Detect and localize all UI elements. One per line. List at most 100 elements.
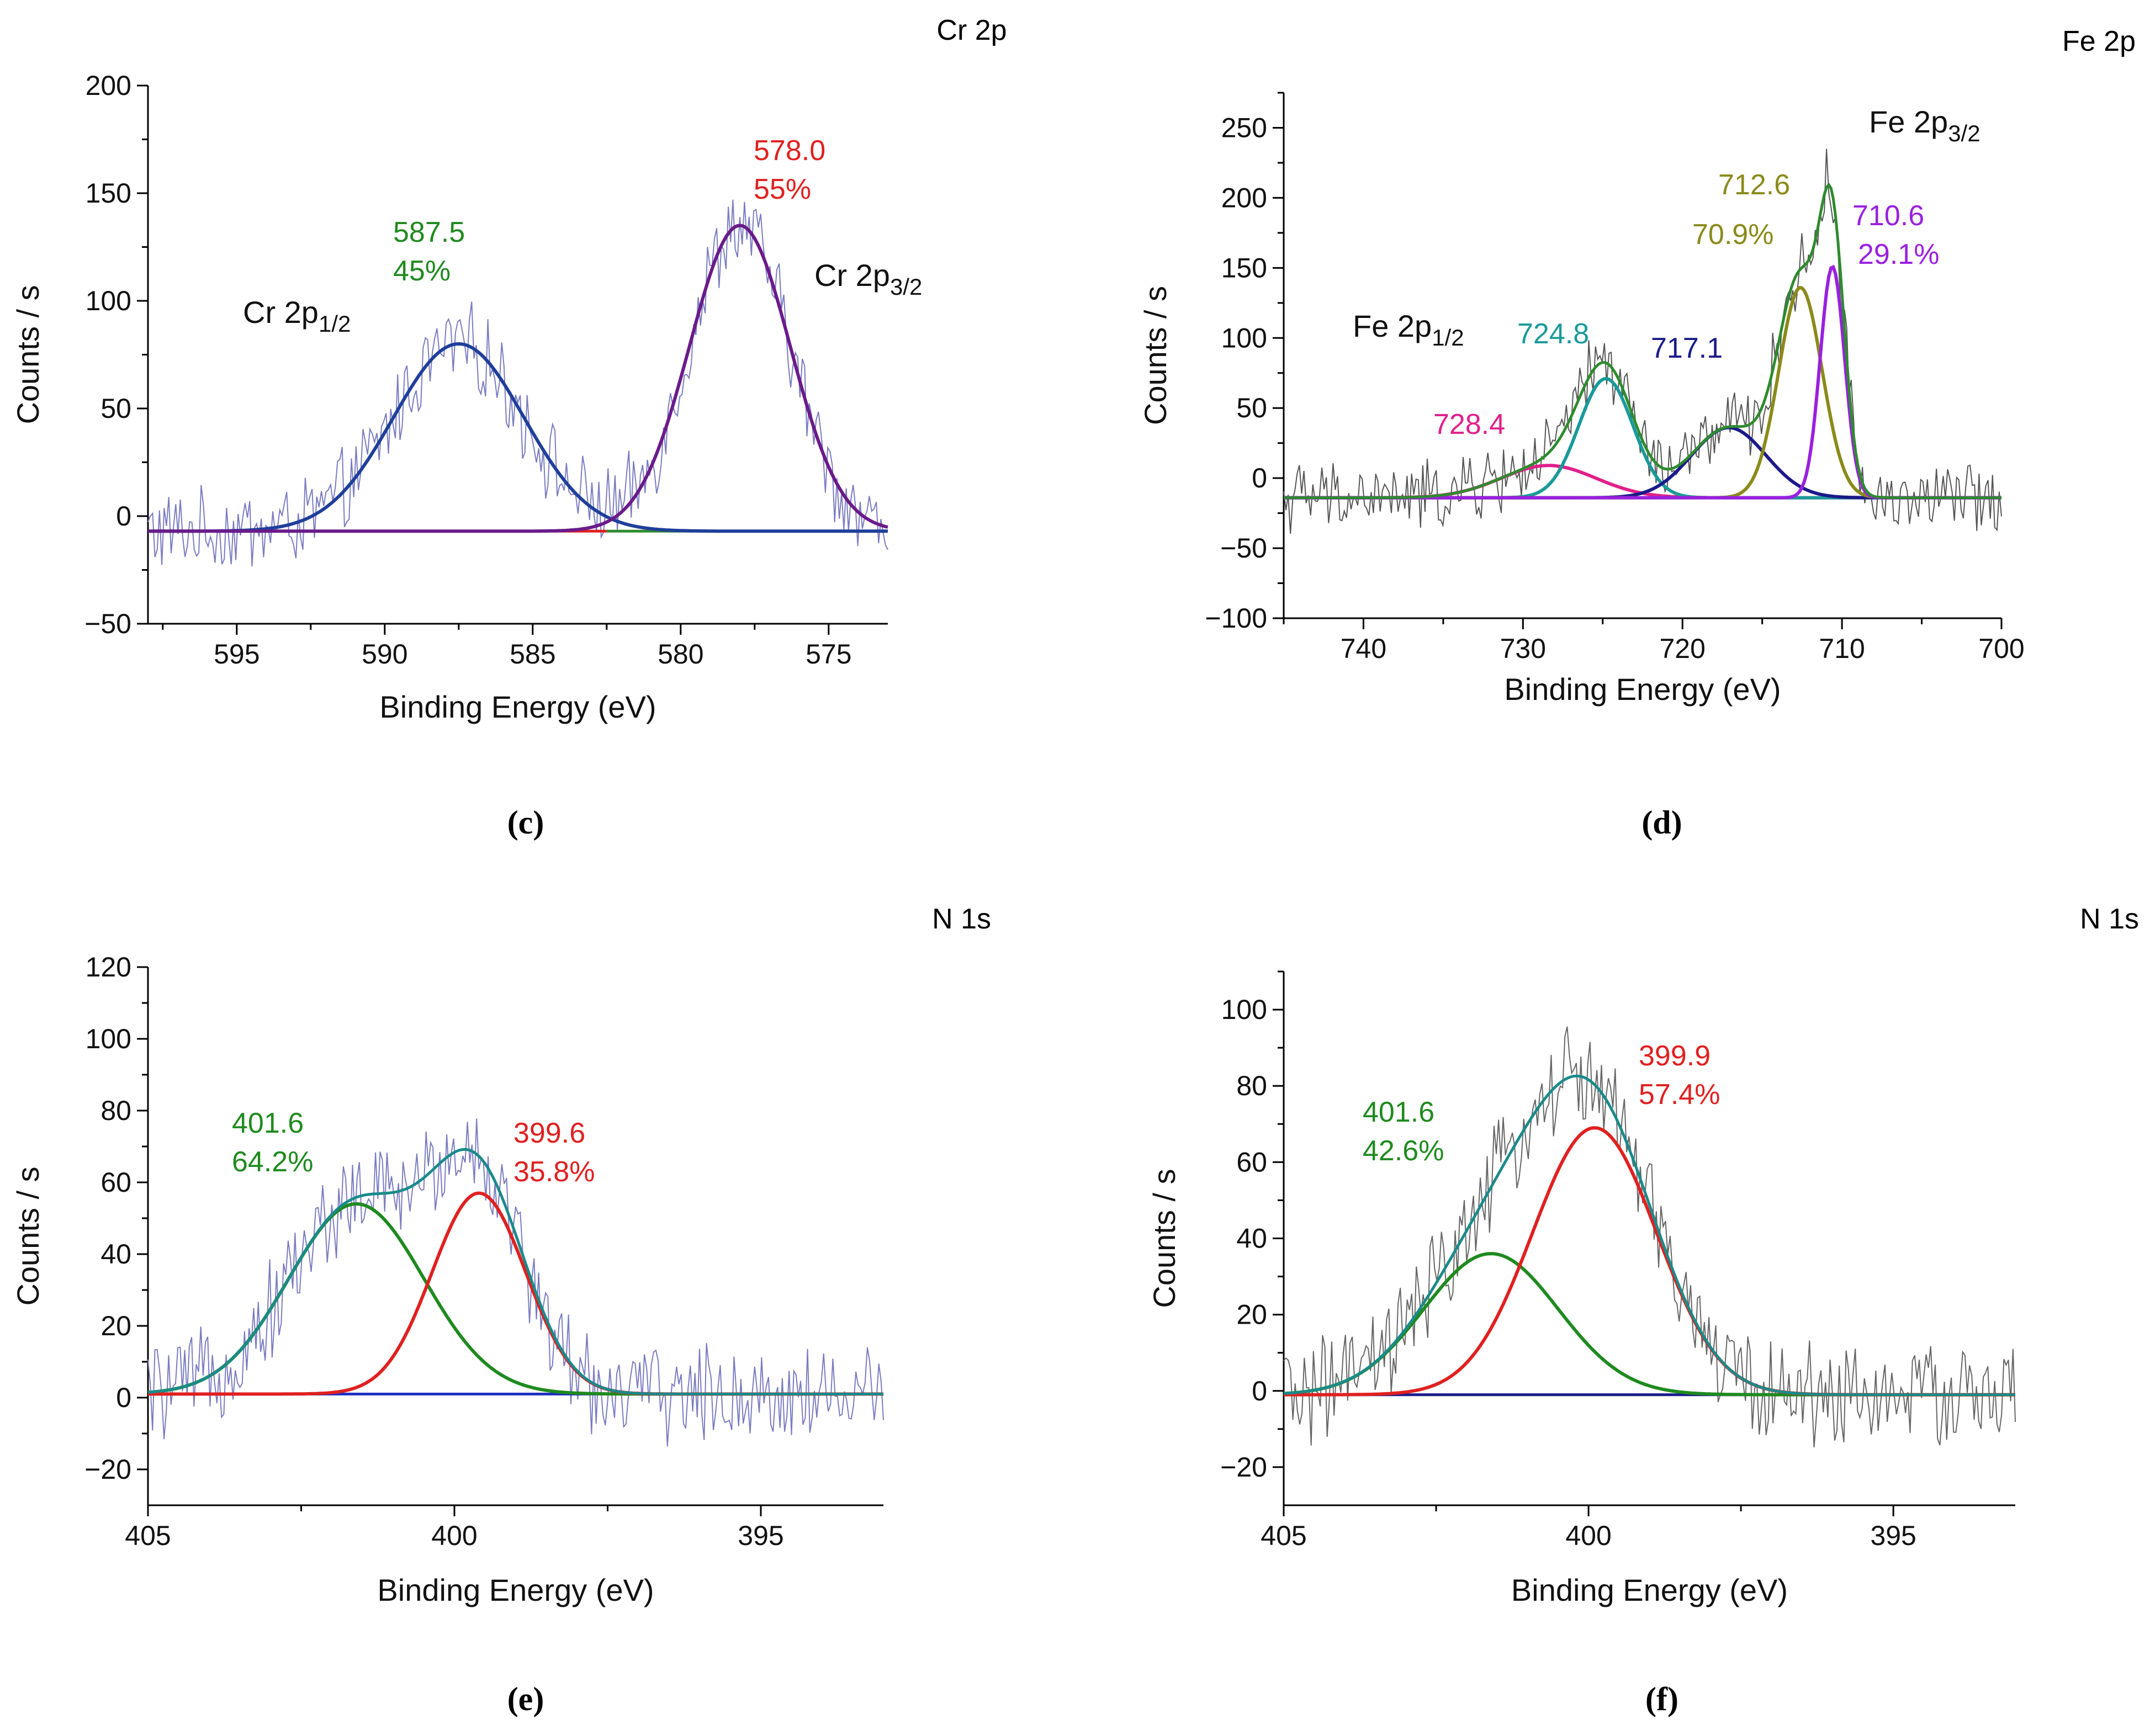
panel-c-caption: (c) xyxy=(507,804,544,841)
panel-f-x-tick-label: 395 xyxy=(1870,1520,1916,1551)
panel-c-annotation-587-5: 587.5 xyxy=(393,216,465,248)
panel-d-y-tick-label: 50 xyxy=(1236,392,1267,423)
panel-d-peak-label-2-sub: 3/2 xyxy=(1948,120,1980,146)
panel-e-y-tick-label: 40 xyxy=(100,1239,131,1270)
panel-f-x-axis-title: Binding Energy (eV) xyxy=(1511,1573,1788,1607)
panel-e-annotation-35-8-percent: 35.8% xyxy=(513,1156,595,1188)
panel-d-annotation-717-1: 717.1 xyxy=(1651,332,1723,364)
panel-f-annotation-401-6: 401.6 xyxy=(1363,1096,1434,1128)
panel-c-plot-area: 595 590 585 580 575 −50 0 50 100 150 200 Binding En… xyxy=(10,70,888,724)
panel-f-y-tick-label: 0 xyxy=(1252,1376,1267,1406)
panel-d-x-tick-label: 700 xyxy=(1978,633,2024,664)
panel-c-x-tick-label: 595 xyxy=(214,639,260,670)
panel-d-x-tick-label: 730 xyxy=(1500,633,1546,664)
panel-d-y-tick-label: −100 xyxy=(1205,603,1267,634)
panel-d-y-axis-title: Counts / s xyxy=(1138,286,1173,425)
panel-f-annotation-42-6-percent: 42.6% xyxy=(1363,1135,1444,1167)
panel-e-plot-area: 405 400 395 −20 0 20 40 60 80 100 120 Binding Energ… xyxy=(10,952,884,1607)
panel-d-annotation-710-6: 710.6 xyxy=(1852,200,1924,232)
panel-c-peak-label-2-sub: 3/2 xyxy=(890,274,922,300)
panel-d-x-tick-label: 710 xyxy=(1819,633,1865,664)
panel-c-peak-label-cr-2p3-2: Cr 2p3/2 xyxy=(814,258,922,300)
panel-f-y-axis-title: Counts / s xyxy=(1147,1169,1182,1308)
panel-c-peak-label-1-sub: 1/2 xyxy=(319,311,351,337)
panel-c-peak-label-2-base: Cr 2p xyxy=(814,258,890,293)
panel-d-y-tick-label: −50 xyxy=(1220,533,1267,564)
panel-d-x-axis-title: Binding Energy (eV) xyxy=(1504,672,1781,707)
panel-d-peak-label-fe-2p3-2: Fe 2p3/2 xyxy=(1869,104,1980,146)
panel-e-x-axis-title: Binding Energy (eV) xyxy=(377,1573,654,1607)
panel-d-y-tick-label: 0 xyxy=(1252,463,1267,493)
panel-c-y-tick-label: 50 xyxy=(100,393,131,424)
panel-c-x-tick-label: 580 xyxy=(658,639,703,670)
panel-c-raw-spectrum xyxy=(147,199,888,567)
panel-d-peak-label-fe-2p1-2: Fe 2p1/2 xyxy=(1353,309,1464,351)
panel-d-fit-component-5 xyxy=(1284,264,2001,500)
panel-c-cr-2p: Cr 2p 595 590 585 580 575 −50 0 50 100 150 200 Bind… xyxy=(10,14,1007,841)
panel-f-fit-component-1 xyxy=(1283,1252,2015,1397)
panel-e-y-axis-title: Counts / s xyxy=(10,1166,45,1305)
panel-c-y-axis-title: Counts / s xyxy=(10,285,45,424)
panel-c-y-tick-label: 200 xyxy=(86,70,131,101)
panel-e-n-1s: N 1s 405 400 395 −20 0 20 40 60 80 100 120 Binding … xyxy=(10,903,991,1717)
panel-e-caption: (e) xyxy=(507,1681,544,1717)
panel-f-plot-area: 405 400 395 −20 0 20 40 60 80 100 Binding Energy (… xyxy=(1147,970,2016,1607)
panel-d-annotation-724-8: 724.8 xyxy=(1517,318,1589,350)
panel-c-x-tick-label: 575 xyxy=(806,639,851,670)
panel-c-fit-component-2 xyxy=(148,224,888,533)
panel-e-annotation-64-2-percent: 64.2% xyxy=(232,1146,313,1178)
panel-f-y-tick-label: 20 xyxy=(1236,1299,1267,1330)
panel-c-y-tick-label: 100 xyxy=(86,285,131,316)
panel-e-fit-envelope xyxy=(147,1148,883,1395)
panel-e-y-tick-label: 100 xyxy=(86,1023,131,1054)
panel-e-raw-spectrum xyxy=(147,1118,884,1447)
panel-f-y-tick-label: −20 xyxy=(1220,1452,1267,1483)
panel-c-annotation-578-0: 578.0 xyxy=(754,135,825,167)
panel-f-fit-component-2 xyxy=(1284,1126,2015,1397)
panel-d-title: Fe 2p xyxy=(2062,25,2136,57)
panel-f-fit-envelope xyxy=(1283,1074,2015,1397)
panel-c-y-tick-label: 150 xyxy=(86,178,131,209)
panel-c-title: Cr 2p xyxy=(936,14,1007,46)
panel-d-x-tick-label: 720 xyxy=(1660,633,1706,664)
panel-e-y-tick-label: 80 xyxy=(100,1095,131,1126)
panel-f-annotation-57-4-percent: 57.4% xyxy=(1639,1079,1720,1111)
panel-d-annotation-29-1-percent: 29.1% xyxy=(1858,238,1939,270)
panel-e-title: N 1s xyxy=(932,903,991,935)
panel-d-y-tick-label: 150 xyxy=(1221,252,1267,283)
panel-d-fe-2p: Fe 2p 740 730 720 710 700 −100 −50 0 50 100 150 200… xyxy=(1138,25,2136,841)
panel-e-y-tick-label: 0 xyxy=(116,1382,131,1413)
panel-e-x-tick-label: 400 xyxy=(431,1520,477,1551)
panel-c-x-tick-label: 585 xyxy=(510,639,555,670)
panel-f-caption: (f) xyxy=(1645,1681,1678,1717)
panel-c-y-tick-label: −50 xyxy=(84,608,131,639)
panel-f-y-tick-label: 100 xyxy=(1221,994,1267,1025)
panel-c-peak-label-1-base: Cr 2p xyxy=(243,295,319,330)
panel-f-x-tick-label: 400 xyxy=(1565,1520,1611,1551)
panel-c-annotation-55-percent: 55% xyxy=(754,173,811,205)
panel-d-y-tick-label: 200 xyxy=(1221,182,1267,213)
panel-f-x-tick-label: 405 xyxy=(1261,1520,1306,1551)
panel-c-peak-label-cr-2p1-2: Cr 2p1/2 xyxy=(243,295,351,337)
panel-d-annotation-728-4: 728.4 xyxy=(1433,408,1505,440)
panel-e-x-tick-label: 395 xyxy=(738,1520,783,1551)
panel-f-y-tick-label: 40 xyxy=(1236,1223,1267,1254)
panel-f-title: N 1s xyxy=(2080,903,2139,935)
panel-e-y-tick-label: 20 xyxy=(100,1310,131,1341)
panel-c-x-axis-title: Binding Energy (eV) xyxy=(379,689,656,724)
panel-f-n-1s: N 1s 405 400 395 −20 0 20 40 60 80 100 Binding Ene… xyxy=(1147,903,2139,1717)
panel-f-annotation-399-9: 399.9 xyxy=(1639,1040,1711,1072)
panel-e-annotation-399-6: 399.6 xyxy=(513,1117,585,1149)
panel-f-y-tick-label: 80 xyxy=(1236,1070,1267,1101)
panel-d-y-tick-label: 100 xyxy=(1221,322,1267,353)
panel-e-annotation-401-6: 401.6 xyxy=(232,1107,304,1139)
panel-e-fit-component-2 xyxy=(148,1191,883,1396)
panel-c-annotation-45-percent: 45% xyxy=(393,255,451,287)
panel-d-y-tick-label: 250 xyxy=(1221,112,1267,143)
panel-d-annotation-712-6: 712.6 xyxy=(1718,169,1790,201)
panel-d-x-tick-label: 740 xyxy=(1341,633,1386,664)
panel-c-fit-component-1 xyxy=(148,342,888,533)
panel-d-fit-envelope xyxy=(1284,182,2001,500)
panel-d-plot-area: 740 730 720 710 700 −100 −50 0 50 100 150 200 250 Bin… xyxy=(1138,92,2025,707)
